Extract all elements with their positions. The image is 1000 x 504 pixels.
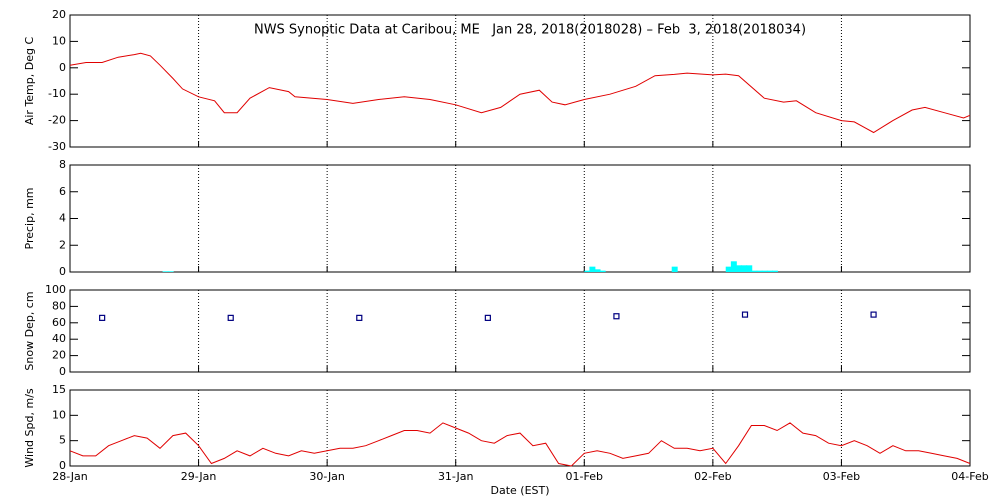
data-line [69, 422, 971, 467]
bar [671, 266, 678, 272]
x-tick-label: 01-Feb [566, 470, 603, 483]
y-tick-label: 0 [59, 265, 66, 278]
bar [741, 265, 748, 272]
x-tick-label: 03-Feb [823, 470, 860, 483]
y-tick-label: 8 [59, 158, 66, 171]
y-tick-label: 10 [52, 408, 66, 421]
data-line [69, 52, 971, 134]
point [356, 314, 363, 321]
y-axis-label: Wind Spd, m/s [23, 388, 36, 468]
x-tick-label: 29-Jan [181, 470, 217, 483]
y-axis-label: Precip, mm [23, 188, 36, 250]
x-tick-label: 30-Jan [309, 470, 345, 483]
bar [589, 266, 596, 272]
y-tick-label: -10 [48, 87, 66, 100]
bar [751, 270, 758, 272]
y-tick-label: 20 [52, 8, 66, 21]
bar [162, 271, 169, 272]
bar [766, 270, 773, 272]
y-tick-label: 15 [52, 383, 66, 396]
point [613, 313, 620, 320]
plot-frame [69, 289, 971, 373]
chart-title: NWS Synoptic Data at Caribou, ME Jan 28,… [254, 23, 806, 38]
bar [167, 271, 174, 272]
plot-frame [69, 164, 971, 273]
y-tick-label: 60 [52, 316, 66, 329]
y-tick-label: -30 [48, 140, 66, 153]
bar [756, 270, 763, 272]
y-tick-label: 20 [52, 349, 66, 362]
y-tick-label: 2 [59, 238, 66, 251]
x-tick-label: 04-Feb [951, 470, 988, 483]
x-tick-label: 31-Jan [438, 470, 474, 483]
y-tick-label: 0 [59, 459, 66, 472]
bar [772, 270, 778, 272]
point [870, 311, 877, 318]
point [227, 314, 234, 321]
y-tick-label: 0 [59, 61, 66, 74]
x-tick-label: 28-Jan [52, 470, 88, 483]
bar [746, 265, 753, 272]
y-tick-label: -20 [48, 114, 66, 127]
bar [730, 261, 737, 272]
y-tick-label: 40 [52, 332, 66, 345]
point [484, 314, 491, 321]
y-tick-label: 4 [59, 212, 66, 225]
point [741, 311, 749, 318]
y-tick-label: 0 [59, 365, 66, 378]
bar [725, 266, 732, 272]
x-tick-label: 02-Feb [694, 470, 731, 483]
point [99, 314, 106, 321]
y-tick-label: 80 [52, 299, 66, 312]
y-axis-label: Air Temp, Deg C [23, 37, 36, 126]
bar [584, 270, 591, 272]
bar [736, 265, 742, 272]
y-tick-label: 5 [59, 434, 66, 447]
bar [599, 270, 606, 272]
plot-frame [69, 389, 971, 467]
y-axis-label: Snow Dep, cm [23, 291, 36, 370]
plot-frame [69, 14, 971, 148]
y-tick-label: 6 [59, 185, 66, 198]
y-tick-label: 10 [52, 34, 66, 47]
bar [594, 269, 601, 272]
bar [761, 270, 768, 272]
y-tick-label: 100 [45, 283, 66, 296]
x-axis-label: Date (EST) [490, 484, 549, 497]
